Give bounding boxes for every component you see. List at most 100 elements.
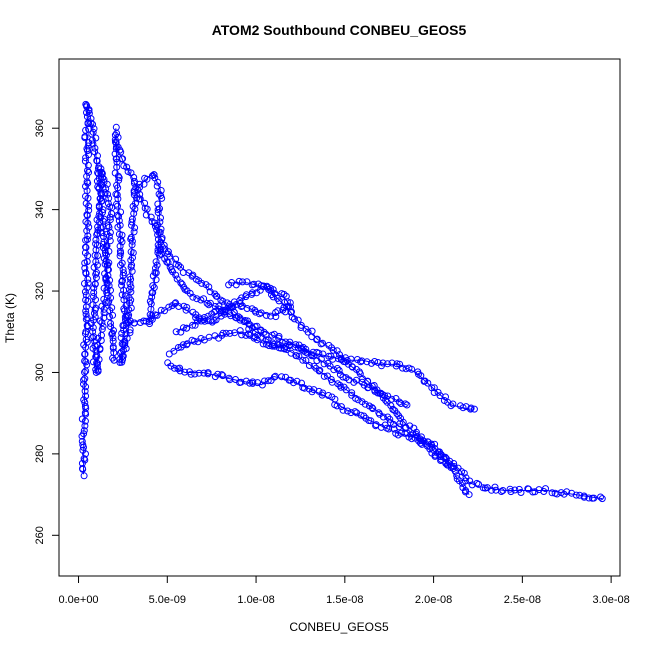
data-point bbox=[368, 404, 376, 412]
data-point bbox=[315, 367, 323, 375]
data-point bbox=[170, 364, 178, 372]
data-point bbox=[286, 299, 294, 307]
data-point bbox=[219, 372, 227, 380]
data-point bbox=[121, 292, 129, 300]
data-point bbox=[147, 314, 155, 322]
data-point bbox=[84, 232, 92, 240]
data-point bbox=[95, 218, 103, 226]
data-point bbox=[255, 310, 263, 318]
data-point bbox=[453, 475, 461, 483]
data-point bbox=[98, 325, 106, 333]
data-point bbox=[430, 384, 438, 392]
data-point bbox=[158, 235, 166, 243]
data-point bbox=[268, 342, 276, 350]
data-point bbox=[260, 328, 268, 336]
data-point bbox=[89, 358, 97, 366]
data-point bbox=[250, 280, 258, 288]
data-point bbox=[598, 495, 606, 503]
data-point bbox=[396, 420, 404, 428]
data-point bbox=[287, 303, 294, 311]
data-point bbox=[83, 187, 91, 195]
data-point bbox=[118, 348, 125, 356]
data-point bbox=[166, 252, 174, 260]
data-point bbox=[89, 128, 97, 136]
data-point bbox=[82, 291, 90, 299]
data-point bbox=[142, 317, 150, 325]
data-point bbox=[319, 350, 327, 358]
data-point bbox=[128, 261, 136, 269]
y-axis: 260 280 300 320 340 360 bbox=[34, 119, 60, 544]
data-point bbox=[431, 440, 439, 448]
data-point bbox=[301, 384, 308, 392]
data-point bbox=[393, 410, 401, 418]
data-point bbox=[152, 258, 160, 266]
data-point bbox=[117, 249, 125, 257]
data-point bbox=[308, 388, 316, 396]
y-tick-label: 320 bbox=[34, 282, 46, 300]
data-point bbox=[82, 269, 90, 277]
data-point bbox=[100, 309, 108, 317]
data-point bbox=[81, 402, 89, 410]
data-point bbox=[458, 479, 466, 487]
data-point bbox=[104, 266, 112, 274]
data-point bbox=[122, 330, 130, 338]
data-point bbox=[81, 280, 88, 287]
data-point bbox=[326, 362, 334, 370]
data-point bbox=[157, 214, 164, 222]
data-point bbox=[85, 223, 93, 231]
data-point bbox=[173, 275, 181, 283]
y-tick-label: 280 bbox=[34, 445, 46, 463]
data-point bbox=[253, 322, 261, 330]
data-point bbox=[183, 340, 191, 348]
data-point bbox=[118, 238, 126, 246]
data-point bbox=[113, 191, 121, 199]
data-point bbox=[130, 177, 138, 185]
data-point bbox=[319, 339, 327, 347]
data-point bbox=[79, 465, 86, 472]
data-point bbox=[308, 327, 316, 335]
data-point bbox=[401, 429, 409, 437]
data-point bbox=[150, 171, 158, 179]
data-point bbox=[205, 333, 213, 341]
data-point bbox=[235, 313, 242, 321]
data-point bbox=[473, 479, 481, 487]
data-point bbox=[403, 401, 411, 409]
data-point bbox=[344, 407, 352, 415]
data-point bbox=[90, 333, 98, 341]
data-point bbox=[333, 347, 341, 355]
data-point bbox=[108, 330, 116, 338]
data-point bbox=[89, 120, 97, 128]
data-point bbox=[82, 367, 90, 375]
data-point bbox=[99, 174, 107, 182]
data-point bbox=[82, 310, 90, 318]
data-point bbox=[177, 328, 185, 336]
data-point bbox=[119, 277, 126, 285]
series-line bbox=[175, 282, 293, 333]
data-point bbox=[576, 491, 584, 499]
data-point bbox=[361, 400, 369, 408]
data-point bbox=[470, 405, 478, 413]
data-point bbox=[83, 103, 91, 111]
data-point bbox=[236, 327, 244, 335]
data-point bbox=[218, 371, 226, 379]
data-point bbox=[320, 372, 328, 380]
data-point bbox=[183, 303, 191, 311]
data-point bbox=[269, 293, 277, 301]
data-point bbox=[411, 434, 419, 442]
data-point bbox=[141, 199, 149, 207]
data-point bbox=[333, 365, 341, 372]
data-point bbox=[189, 271, 197, 279]
x-tick-label: 2.5e-08 bbox=[504, 594, 541, 606]
data-point bbox=[200, 295, 208, 303]
x-tick-label: 3.0e-08 bbox=[592, 594, 629, 606]
data-point bbox=[111, 136, 119, 144]
data-point bbox=[116, 252, 124, 260]
data-point bbox=[94, 152, 101, 160]
data-point bbox=[242, 291, 250, 299]
data-point bbox=[82, 296, 90, 304]
data-point bbox=[272, 309, 280, 316]
data-point bbox=[147, 213, 155, 221]
data-point bbox=[153, 311, 161, 319]
data-point bbox=[271, 289, 279, 297]
data-point bbox=[112, 139, 120, 147]
